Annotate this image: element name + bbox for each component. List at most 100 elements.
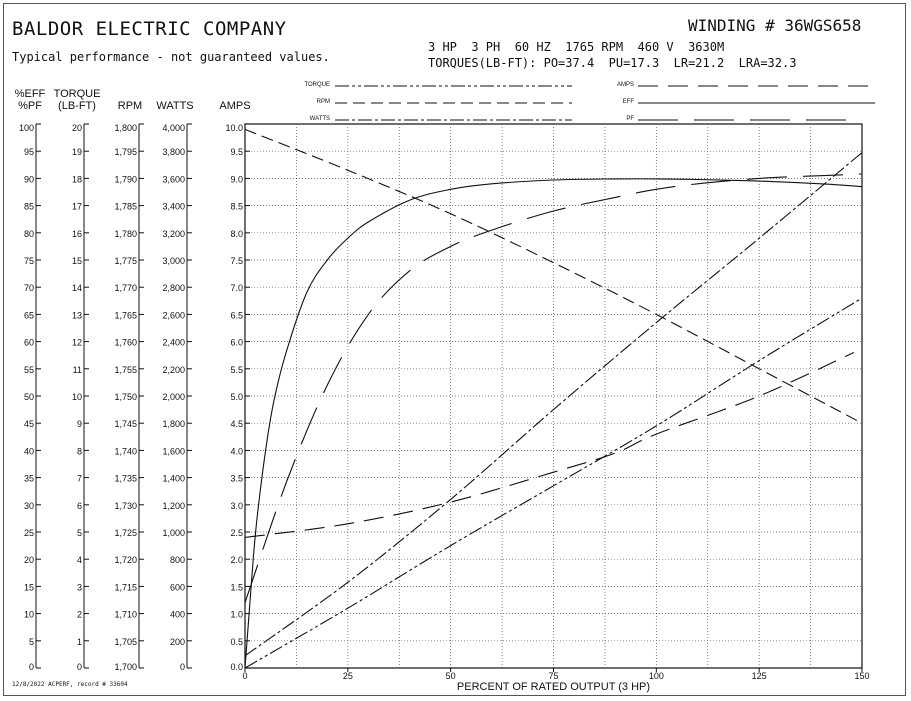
axis-tick-label: 4 [77,555,82,565]
axis-tick-label: 80 [24,229,34,239]
axis-tick-label: 7.0 [230,283,243,293]
axis-tick-label: 9 [77,419,82,429]
axis-tick-label: 65 [24,310,34,320]
series-watts-line [244,152,863,657]
axis-tick-label: 1,775 [114,256,137,266]
axis-tick-label: 9.0 [230,174,243,184]
axis-tick-label: 7 [77,474,82,484]
axis-tick-label: 200 [170,637,185,647]
torque-specs: TORQUES(LB-FT): PO=37.4 PU=17.3 LR=21.2 … [428,56,797,70]
axis-tick-label: 6 [77,501,82,511]
axis-tick-label: 600 [170,582,185,592]
axis-tick-label: 7.5 [230,256,243,266]
axis-tick-label: 2.5 [230,528,243,538]
legend-label: EFF [623,99,635,105]
axis-tick-label: 8 [77,446,82,456]
axis-tick-label: 1,790 [114,174,137,184]
axis-tick-label: 1,795 [114,147,137,157]
axis-tick-label: 10 [24,610,34,620]
axis-tick-label: 1,400 [162,474,185,484]
axis-tick-label: 5 [77,528,82,538]
axis-tick-label: 95 [24,147,34,157]
axis-tick-label: 5.0 [230,392,243,402]
axis-tick-label: 1,765 [114,310,137,320]
axis-tick-label: 12 [72,338,82,348]
axis-tick-label: 3 [77,582,82,592]
axis-tick-label: 1,705 [114,637,137,647]
axis-tick-label: 2,000 [162,392,185,402]
winding-number: WINDING # 36WGS658 [688,16,862,35]
axis-tick-label: 25 [24,528,34,538]
axis-tick-label: 2,600 [162,310,185,320]
axis-tick-label: 85 [24,202,34,212]
axis-tick-label: 1,600 [162,446,185,456]
axis-tick-label: 3.0 [230,501,243,511]
legend-label: TORQUE [304,82,330,88]
axis-tick-label: 100 [19,123,34,133]
footer-record: 12/8/2022 ACPERF, record # 33604 [12,681,128,688]
axis-header: AMPS [219,100,250,112]
x-tick-label: 150 [854,671,869,681]
axis-tick-label: 3,600 [162,174,185,184]
axis-tick-label: 1,745 [114,419,137,429]
disclaimer-text: Typical performance - not guaranteed val… [12,50,330,64]
axis-tick-label: 800 [170,555,185,565]
axis-tick-label: 1.0 [230,610,243,620]
axis-header: TORQUE [54,88,101,100]
axis-tick-label: 1,710 [114,610,137,620]
axis-tick-label: 3,200 [162,229,185,239]
axis-header: RPM [118,100,142,112]
axis-tick-label: 0 [180,662,185,672]
x-tick-label: 0 [242,671,247,681]
axis-tick-label: 50 [24,392,34,402]
axis-tick-label: 1,800 [114,123,137,133]
axis-tick-label: 4.0 [230,446,243,456]
x-tick-label: 50 [446,671,456,681]
axis-tick-label: 1,740 [114,446,137,456]
axis-tick-label: 20 [72,123,82,133]
axis-tick-label: 1.5 [230,582,243,592]
series-pf-line [244,173,863,603]
axis-tick-label: 2,800 [162,283,185,293]
x-axis-label: PERCENT OF RATED OUTPUT (3 HP) [457,681,650,693]
axis-tick-label: 40 [24,446,34,456]
series-eff-line [244,178,863,669]
axis-tick-label: 14 [72,283,82,293]
axis-tick-label: 0 [77,662,82,672]
axis-tick-label: 5.5 [230,365,243,375]
axis-tick-label: 0.0 [230,662,243,672]
axis-tick-label: 55 [24,365,34,375]
axis-tick-label: 4,000 [162,123,185,133]
axis-tick-label: 13 [72,310,82,320]
axis-header: (LB-FT) [58,100,96,112]
x-tick-label: 75 [548,671,558,681]
series-rpm-line [244,128,863,424]
motor-specs: 3 HP 3 PH 60 HZ 1765 RPM 460 V 3630M [428,40,725,54]
axis-tick-label: 2 [77,610,82,620]
axis-tick-label: 15 [72,256,82,266]
axis-tick-label: 1,750 [114,392,137,402]
axis-tick-label: 1,200 [162,501,185,511]
chart-frame [3,3,906,696]
axis-tick-label: 3,800 [162,147,185,157]
axis-tick-label: 11 [73,365,82,375]
company-title: BALDOR ELECTRIC COMPANY [12,18,287,40]
axis-tick-label: 90 [24,174,34,184]
axis-tick-label: 60 [24,338,34,348]
legend-label: RPM [317,99,330,105]
axis-tick-label: 17 [72,202,82,212]
axis-tick-label: 75 [24,256,34,266]
axis-tick-label: 0.5 [230,637,243,647]
axis-tick-label: 1,000 [162,528,185,538]
axis-tick-label: 1,725 [114,528,137,538]
x-tick-label: 100 [649,671,664,681]
axis-tick-label: 8.5 [230,202,243,212]
axis-tick-label: 1,715 [114,582,137,592]
axis-tick-label: 15 [24,582,34,592]
axis-tick-label: 1,760 [114,338,137,348]
axis-tick-label: 19 [72,147,82,157]
axis-tick-label: 2.0 [230,555,243,565]
legend-label: AMPS [617,82,634,88]
series-amps-line [244,351,855,538]
